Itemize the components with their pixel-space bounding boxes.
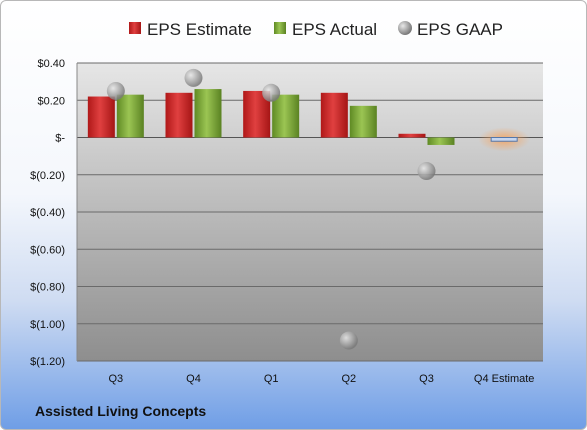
bar-eps-actual: [116, 94, 144, 138]
legend-label-actual: EPS Actual: [292, 20, 377, 39]
y-tick-label: $(0.40): [30, 207, 65, 219]
bar-eps-actual: [194, 89, 222, 138]
legend-item-actual: EPS Actual: [274, 20, 377, 39]
x-tick-label: Q3: [108, 373, 123, 385]
point-eps-gaap: [262, 83, 281, 102]
bar-eps-actual: [427, 137, 455, 145]
point-eps-gaap: [417, 162, 436, 181]
bar-eps-estimate: [87, 96, 115, 138]
x-tick-label: Q4: [186, 373, 201, 385]
y-tick-label: $(0.20): [30, 170, 65, 182]
y-tick-label: $0.40: [37, 58, 65, 70]
gridlines: [76, 62, 543, 362]
y-tick-label: $-: [55, 133, 65, 145]
point-eps-gaap: [184, 68, 203, 87]
bar-eps-estimate: [398, 133, 426, 138]
x-tick-label: Q2: [341, 373, 356, 385]
legend-label-estimate: EPS Estimate: [147, 20, 252, 39]
legend-item-gaap: EPS GAAP: [398, 20, 503, 39]
legend-item-estimate: EPS Estimate: [129, 20, 252, 39]
bar-forecast-estimate: [490, 137, 518, 142]
company-name: Assisted Living Concepts: [35, 403, 207, 419]
bar-eps-estimate: [165, 92, 193, 138]
y-tick-label: $(1.00): [30, 319, 65, 331]
point-eps-gaap: [339, 331, 358, 350]
bar-eps-actual: [272, 94, 300, 138]
y-tick-label: $(0.60): [30, 244, 65, 256]
bar-eps-estimate: [320, 92, 348, 138]
x-tick-label: Q1: [264, 373, 279, 385]
y-axis-ticks: $0.40 $0.20 $- $(0.20) $(0.40) $(0.60) $(0.80)…: [30, 58, 65, 368]
x-tick-label: Q3: [419, 373, 434, 385]
bars: [87, 89, 531, 152]
legend: EPS Estimate EPS Actual EPS GAAP: [129, 20, 503, 39]
bar-eps-actual: [349, 105, 377, 138]
legend-label-gaap: EPS GAAP: [417, 20, 503, 39]
y-tick-label: $(1.20): [30, 356, 65, 368]
x-tick-label: Q4 Estimate: [474, 373, 535, 385]
y-tick-label: $(0.80): [30, 282, 65, 294]
x-axis-ticks: Q3 Q4 Q1 Q2 Q3 Q4 Estimate: [108, 373, 534, 385]
y-tick-label: $0.20: [37, 95, 65, 107]
point-eps-gaap: [106, 81, 125, 100]
gaap-points: [106, 68, 436, 350]
